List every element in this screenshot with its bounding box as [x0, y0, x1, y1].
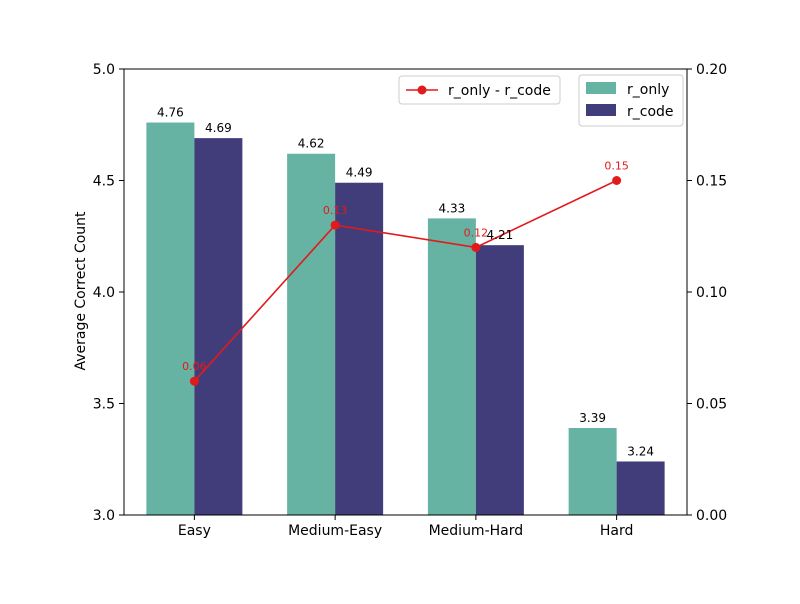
bar-r-code-2: [475, 245, 524, 516]
y2-tick-label: 0.05: [696, 397, 727, 413]
difference-point: [471, 242, 481, 252]
y-tick-label: 3.5: [93, 397, 115, 413]
legend-bar-label: r_only: [627, 82, 669, 98]
legend-bar-swatch: [586, 82, 616, 94]
legend-line-label: r_only - r_code: [448, 83, 551, 99]
y-tick-label: 5.0: [93, 62, 115, 78]
bar-value-label: 4.76: [157, 106, 184, 120]
y2-tick-label: 0.10: [696, 285, 727, 301]
y2-tick-label: 0.20: [696, 62, 727, 78]
legend-line-marker: [417, 85, 427, 95]
x-tick-label: Medium-Hard: [429, 523, 524, 539]
bar-value-label: 3.24: [627, 444, 654, 458]
difference-point: [330, 220, 340, 230]
bar-r-code-3: [616, 461, 665, 515]
difference-value-label: 0.13: [323, 204, 348, 217]
bars-layer: [146, 122, 665, 516]
bar-r-code-0: [194, 138, 243, 515]
x-tick-label: Easy: [178, 523, 211, 539]
x-tick-label: Hard: [600, 523, 634, 539]
difference-line: [193, 179, 617, 382]
difference-point: [612, 176, 622, 185]
data-labels: 4.76 4.62 4.33 3.39 4.69 4.49 4.21 3.24: [157, 106, 654, 459]
y2-tick-label: 0.00: [696, 508, 727, 524]
bar-value-label: 4.69: [205, 121, 232, 135]
legend-bar-label: r_code: [627, 104, 674, 120]
y-tick-label: 3.0: [93, 508, 115, 524]
difference-line-layer: 0.06 0.13 0.12 0.15: [182, 160, 629, 386]
y2-tick-label: 0.15: [696, 174, 727, 190]
bar-r-only-2: [427, 218, 476, 515]
difference-value-label: 0.06: [182, 360, 207, 373]
legend-line-box: [398, 75, 561, 105]
bar-value-label: 4.21: [487, 228, 514, 242]
bar-value-label: 4.62: [298, 137, 325, 151]
y-tick-label: 4.0: [93, 285, 115, 301]
legend-bar-swatch: [586, 104, 616, 116]
x-tick-label: Medium-Easy: [288, 523, 382, 539]
difference-value-label: 0.12: [464, 226, 489, 239]
bar-r-only-1: [287, 153, 336, 516]
bar-value-label: 3.39: [579, 411, 606, 425]
bar-value-label: 4.33: [439, 201, 466, 215]
bar-r-code-1: [335, 182, 384, 516]
difference-value-label: 0.15: [604, 160, 629, 173]
y-tick-label: 4.5: [93, 174, 115, 190]
bar-r-only-3: [568, 428, 617, 515]
axis-ticks: 3.0 3.5 4.0 4.5 5.0 0.00 0.05 0.10 0.15 0.20 Easy M…: [93, 62, 727, 539]
y-axis-label: Average Correct Count: [73, 211, 89, 371]
bar-value-label: 4.49: [346, 166, 373, 180]
legends: r_only - r_code r_only r_code: [398, 74, 684, 127]
difference-point: [189, 376, 199, 386]
bar-r-only-0: [146, 122, 195, 516]
